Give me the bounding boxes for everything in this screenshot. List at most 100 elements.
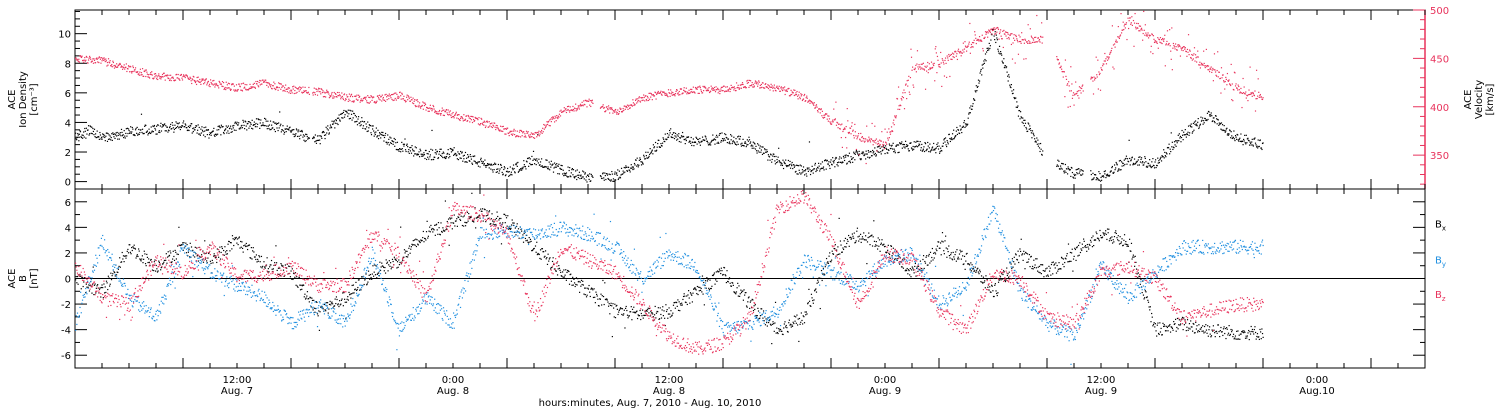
velocity-point — [176, 74, 177, 75]
velocity-point — [303, 92, 304, 93]
density-point — [898, 144, 899, 145]
density-point — [125, 133, 126, 134]
density-point — [80, 131, 81, 132]
velocity-point — [278, 90, 279, 91]
density-point — [354, 113, 355, 114]
b-point — [236, 237, 237, 238]
velocity-point — [921, 64, 922, 65]
density-point — [1118, 170, 1119, 171]
density-point — [110, 139, 111, 140]
velocity-point — [536, 136, 537, 137]
density-point — [766, 149, 767, 150]
velocity-point — [139, 75, 140, 76]
density-point — [452, 149, 453, 150]
density-point — [391, 143, 392, 144]
density-point — [178, 127, 179, 128]
velocity-point — [710, 91, 711, 92]
velocity-point — [1082, 86, 1083, 87]
density-point — [503, 169, 504, 170]
density-point — [269, 129, 270, 130]
density-tick-label: 6 — [65, 89, 71, 100]
density-point — [571, 172, 572, 173]
velocity-point — [619, 108, 620, 109]
b-point — [306, 295, 307, 296]
velocity-point — [100, 59, 101, 60]
velocity-point — [285, 91, 286, 92]
velocity-point — [1145, 24, 1146, 25]
density-point — [462, 161, 463, 162]
density-point — [440, 149, 441, 150]
density-point — [1099, 180, 1100, 181]
density-point — [976, 85, 977, 86]
velocity-point — [1216, 76, 1217, 77]
density-point — [353, 117, 354, 118]
velocity-point — [331, 93, 332, 94]
velocity-point — [699, 93, 700, 94]
velocity-point — [450, 115, 451, 116]
density-point — [666, 139, 667, 140]
density-point — [411, 145, 412, 146]
density-point — [609, 180, 610, 181]
velocity-point — [201, 80, 202, 81]
density-point — [364, 121, 365, 122]
b-point — [206, 260, 207, 261]
velocity-point — [514, 134, 515, 135]
b-point — [144, 251, 145, 252]
velocity-point — [145, 70, 146, 71]
density-point — [428, 153, 429, 154]
b-point — [221, 246, 222, 247]
b-point — [175, 252, 176, 253]
velocity-point — [129, 71, 130, 72]
density-point — [470, 156, 471, 157]
density-point — [1142, 161, 1143, 162]
b-point — [175, 250, 176, 251]
density-point — [815, 171, 816, 172]
density-point — [505, 174, 506, 175]
velocity-point — [647, 96, 648, 97]
density-point — [1180, 141, 1181, 142]
density-point — [479, 161, 480, 162]
b-point — [243, 252, 244, 253]
density-point — [1210, 114, 1211, 115]
density-point — [932, 146, 933, 147]
velocity-point — [93, 63, 94, 64]
b-point — [126, 255, 127, 256]
density-point — [398, 151, 399, 152]
velocity-point — [1037, 41, 1038, 42]
density-point — [1080, 174, 1081, 175]
velocity-point — [1105, 58, 1106, 59]
density-point — [484, 160, 485, 161]
b-point — [341, 300, 342, 301]
density-point — [81, 137, 82, 138]
velocity-point — [291, 90, 292, 91]
velocity-point — [157, 76, 158, 77]
velocity-point — [1199, 62, 1200, 63]
b-point — [310, 297, 311, 298]
density-point — [1123, 165, 1124, 166]
velocity-point — [234, 86, 235, 87]
density-point — [737, 141, 738, 142]
density-point — [740, 144, 741, 145]
density-point — [940, 148, 941, 149]
legend-bx: Bx — [1435, 220, 1446, 233]
density-point — [183, 120, 184, 121]
density-point — [1029, 125, 1030, 126]
density-point — [567, 176, 568, 177]
b-point — [297, 287, 298, 288]
velocity-point — [1173, 43, 1174, 44]
density-point — [847, 163, 848, 164]
density-point — [1092, 179, 1093, 180]
velocity-point — [679, 94, 680, 95]
density-point — [1058, 161, 1059, 162]
velocity-point — [245, 84, 246, 85]
velocity-point — [1023, 58, 1024, 59]
density-point — [1250, 142, 1251, 143]
velocity-point — [499, 129, 500, 130]
density-point — [165, 125, 166, 126]
b-point — [411, 246, 412, 247]
velocity-point — [338, 95, 339, 96]
density-point — [274, 123, 275, 124]
density-point — [488, 164, 489, 165]
velocity-point — [958, 51, 959, 52]
velocity-point — [1161, 39, 1162, 40]
